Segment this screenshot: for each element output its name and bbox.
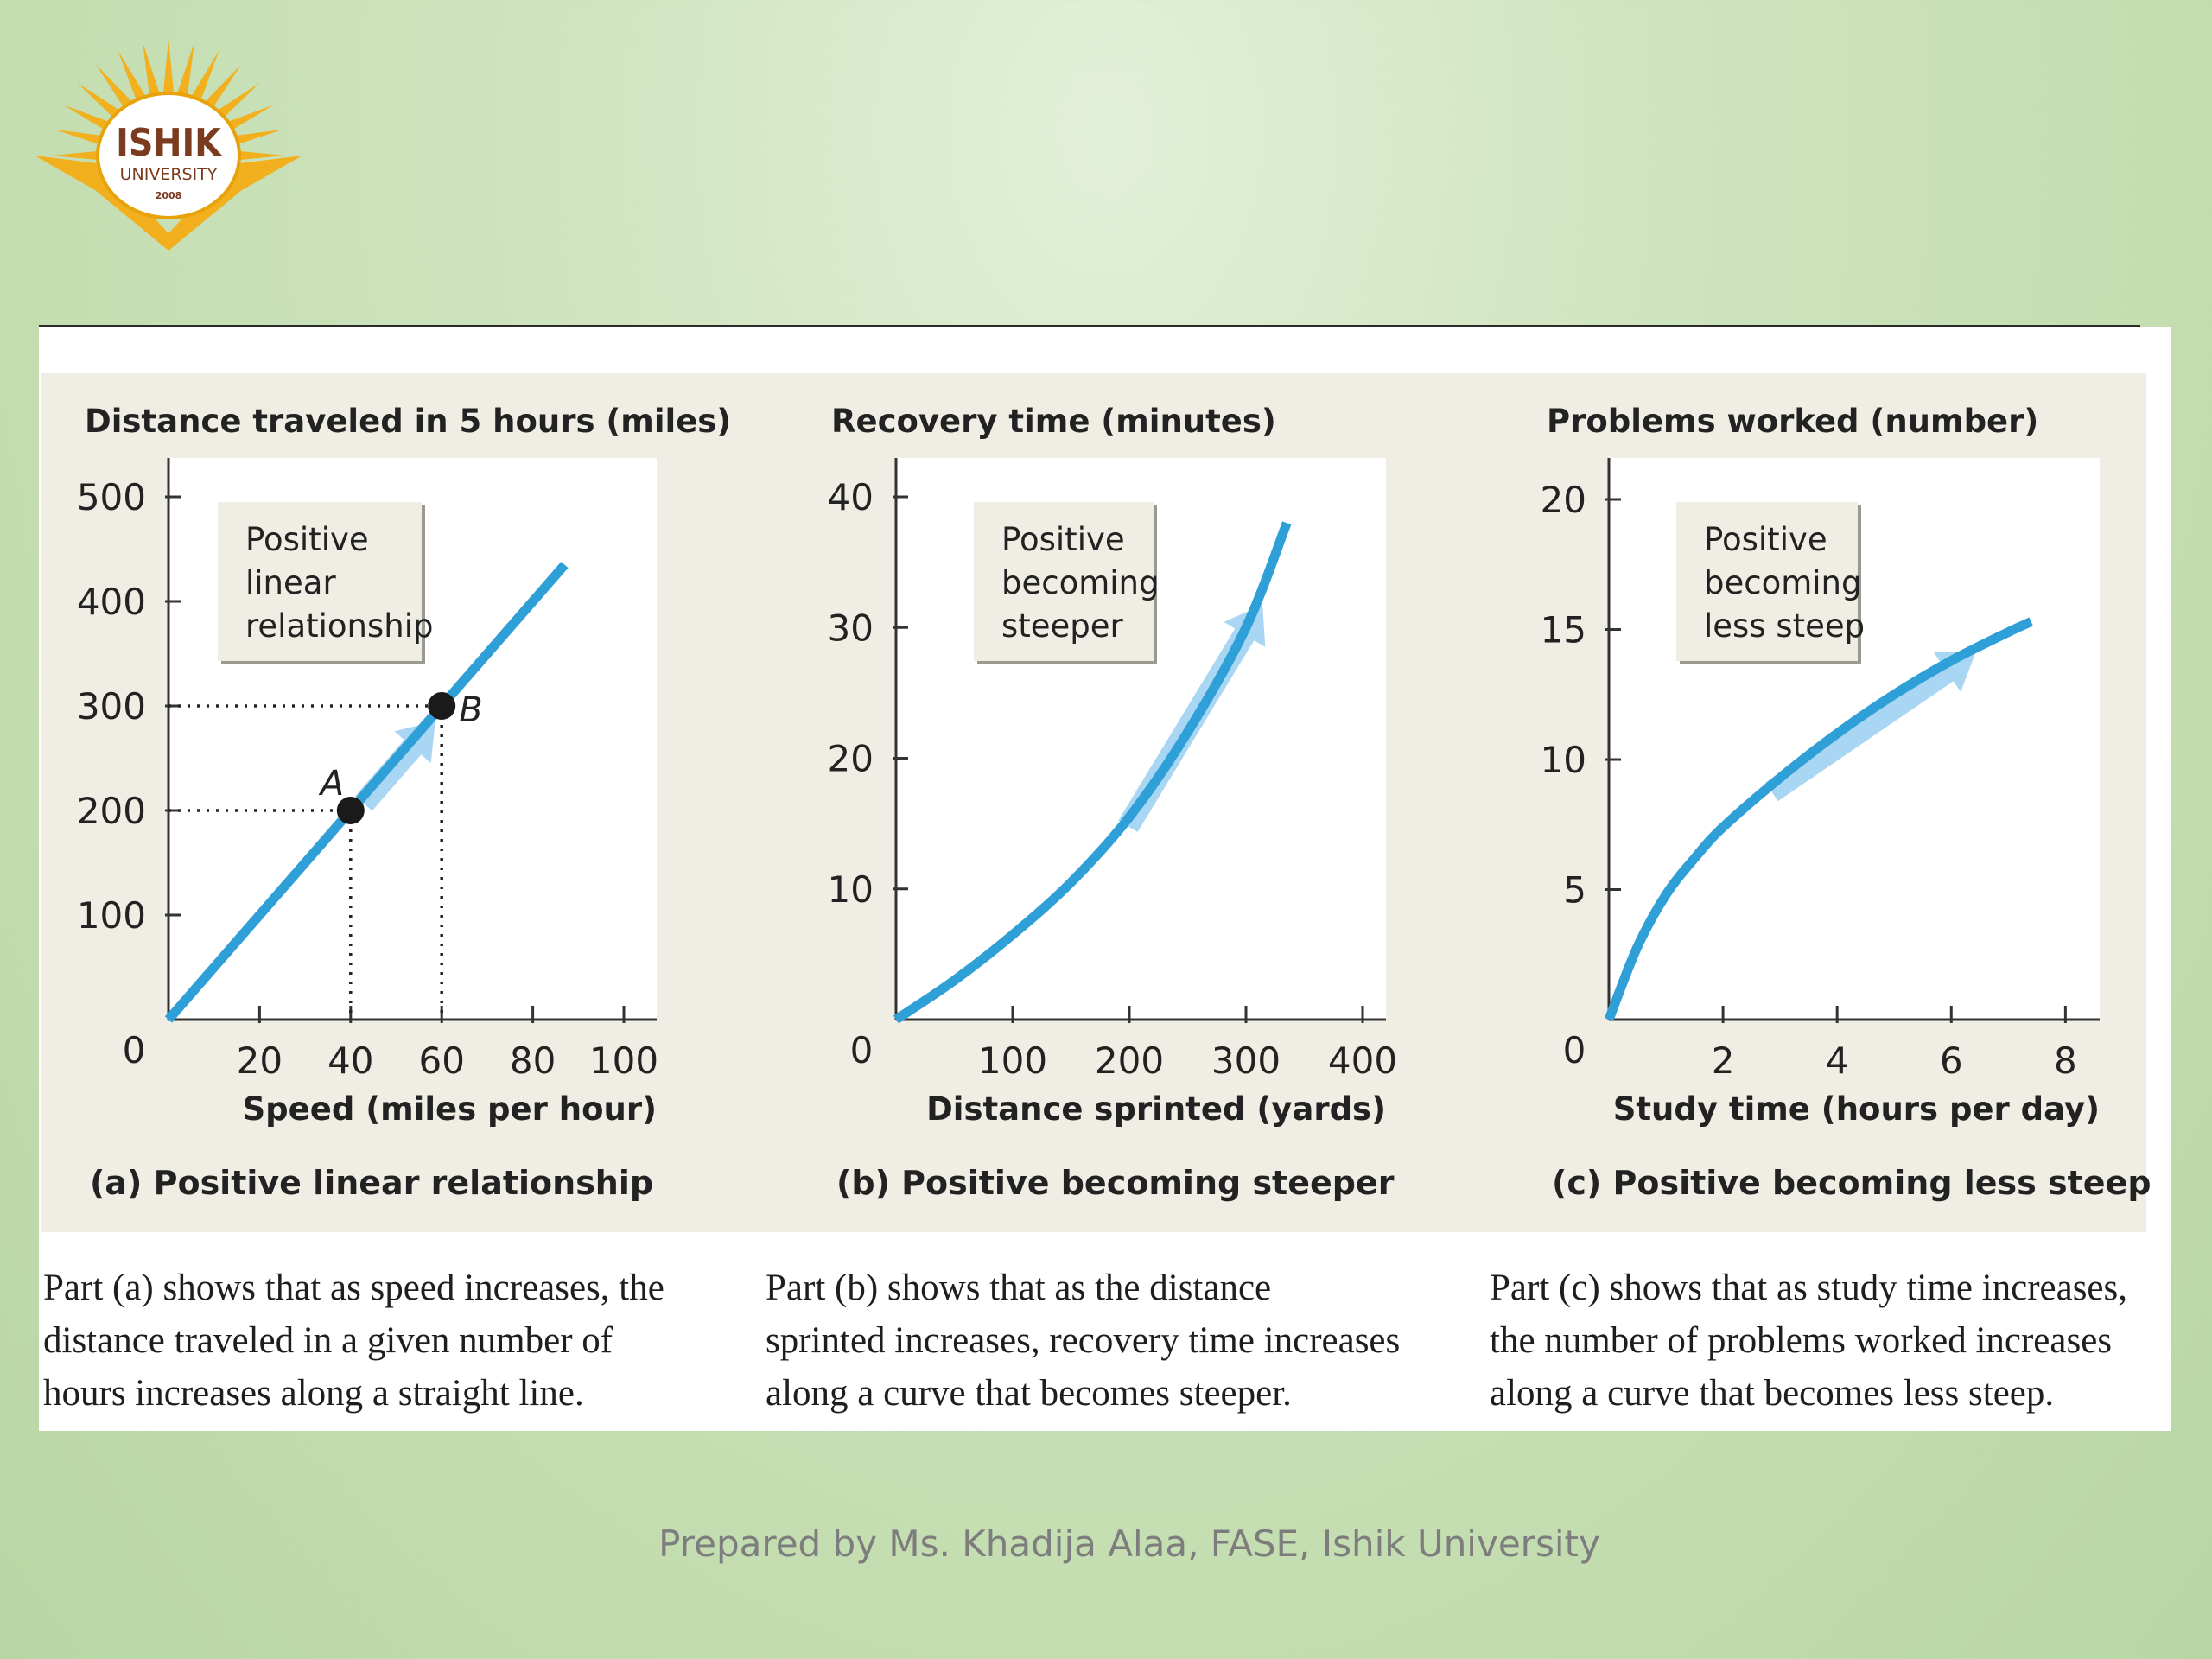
chart-caption: (a) Positive linear relationship bbox=[90, 1164, 653, 1202]
logo-text-main: ISHIK bbox=[116, 121, 222, 165]
data-point-B bbox=[428, 692, 456, 720]
point-label-A: A bbox=[318, 764, 344, 804]
sun-ray bbox=[63, 105, 117, 135]
x-tick-label: 20 bbox=[237, 1039, 283, 1082]
x-tick-label: 400 bbox=[1328, 1039, 1397, 1082]
sun-ray bbox=[189, 50, 219, 104]
label-box-text: steeper bbox=[1001, 607, 1124, 645]
x-tick-label: 6 bbox=[1940, 1039, 1963, 1082]
origin-label: 0 bbox=[123, 1029, 146, 1071]
label-box-text: linear bbox=[245, 564, 336, 601]
x-tick-label: 8 bbox=[2054, 1039, 2077, 1082]
direction-arrow-shaft bbox=[355, 735, 425, 811]
x-axis-title: Speed (miles per hour) bbox=[243, 1090, 657, 1128]
y-tick-label: 20 bbox=[828, 738, 874, 780]
x-tick-label: 300 bbox=[1211, 1039, 1281, 1082]
sun-ray bbox=[201, 64, 242, 112]
label-box-text: Positive bbox=[1001, 521, 1125, 558]
sun-ray bbox=[226, 129, 283, 148]
y-tick-label: 10 bbox=[1541, 739, 1586, 781]
x-tick-label: 200 bbox=[1095, 1039, 1164, 1082]
label-box bbox=[218, 502, 422, 661]
sun-ray bbox=[52, 149, 109, 162]
y-tick-label: 10 bbox=[828, 868, 874, 911]
chart-b: 10 20 30 40 100 200 300 400 0 Recovery time (minu… bbox=[828, 403, 1398, 1202]
sun-ray bbox=[54, 129, 111, 148]
university-logo: ISHIK UNIVERSITY 2008 bbox=[35, 39, 302, 251]
chart-a: 100 200 300 400 500 20 40 60 80 100 0 Distance trav… bbox=[77, 403, 731, 1202]
label-box bbox=[974, 502, 1154, 661]
y-tick-label: 15 bbox=[1541, 609, 1586, 652]
y-tick-label: 40 bbox=[828, 476, 874, 518]
sun-ray bbox=[220, 105, 274, 135]
x-axis-title: Distance sprinted (yards) bbox=[926, 1090, 1386, 1128]
direction-arrow-shaft bbox=[1764, 659, 1958, 802]
y-tick-label: 300 bbox=[77, 685, 146, 728]
sun-ray bbox=[176, 41, 195, 99]
label-box-text: becoming bbox=[1704, 564, 1862, 601]
sun-ray bbox=[212, 82, 260, 123]
sun-ray bbox=[118, 50, 148, 104]
y-tick-label: 100 bbox=[77, 894, 146, 937]
x-axis-title: Study time (hours per day) bbox=[1613, 1090, 2100, 1128]
origin-label: 0 bbox=[1563, 1029, 1586, 1071]
top-divider bbox=[39, 325, 2140, 327]
data-curve bbox=[164, 562, 569, 1023]
data-point-A bbox=[336, 797, 365, 824]
description-a: Part (a) shows that as speed increases, … bbox=[43, 1268, 664, 1414]
label-box-text: Positive bbox=[245, 521, 369, 558]
y-tick-label: 20 bbox=[1541, 479, 1586, 521]
chart-caption: (b) Positive becoming steeper bbox=[836, 1164, 1395, 1202]
y-tick-label: 5 bbox=[1563, 869, 1586, 912]
label-box-text: less steep bbox=[1704, 607, 1865, 645]
label-box-text: becoming bbox=[1001, 564, 1160, 601]
sun-ray bbox=[77, 82, 125, 123]
description-b: Part (b) shows that as the distance spri… bbox=[766, 1268, 1401, 1414]
sun-ray bbox=[162, 39, 175, 96]
y-tick-label: 500 bbox=[77, 476, 146, 518]
data-curve bbox=[893, 521, 1292, 1024]
y-axis-title: Recovery time (minutes) bbox=[831, 403, 1276, 440]
point-label-B: B bbox=[459, 690, 482, 730]
sun-ray bbox=[228, 149, 285, 162]
sun-ray bbox=[95, 64, 136, 112]
y-tick-label: 400 bbox=[77, 581, 146, 623]
description-c: Part (c) shows that as study time increa… bbox=[1490, 1268, 2127, 1414]
x-tick-label: 40 bbox=[327, 1039, 373, 1082]
origin-label: 0 bbox=[850, 1029, 874, 1071]
label-box-text: relationship bbox=[245, 607, 433, 645]
chart-c: 5 10 15 20 2 4 6 8 0 Problems worked (number) Stud… bbox=[1541, 403, 2152, 1202]
sun-ray bbox=[142, 41, 161, 99]
y-tick-label: 200 bbox=[77, 790, 146, 832]
data-curve bbox=[1604, 617, 2034, 1022]
logo-text-sub: UNIVERSITY bbox=[120, 165, 218, 184]
x-tick-label: 60 bbox=[418, 1039, 464, 1082]
x-tick-label: 80 bbox=[510, 1039, 556, 1082]
chart-caption: (c) Positive becoming less steep bbox=[1552, 1164, 2152, 1202]
x-tick-label: 2 bbox=[1712, 1039, 1735, 1082]
x-tick-label: 100 bbox=[978, 1039, 1047, 1082]
y-axis-title: Distance traveled in 5 hours (miles) bbox=[85, 403, 731, 440]
label-box bbox=[1676, 502, 1858, 661]
y-tick-label: 30 bbox=[828, 607, 874, 649]
x-tick-label: 4 bbox=[1826, 1039, 1849, 1082]
footer-credit: Prepared by Ms. Khadija Alaa, FASE, Ishi… bbox=[658, 1522, 1600, 1565]
x-tick-label: 100 bbox=[589, 1039, 658, 1082]
logo-text-year: 2008 bbox=[156, 190, 182, 201]
label-box-text: Positive bbox=[1704, 521, 1827, 558]
y-axis-title: Problems worked (number) bbox=[1547, 403, 2038, 440]
